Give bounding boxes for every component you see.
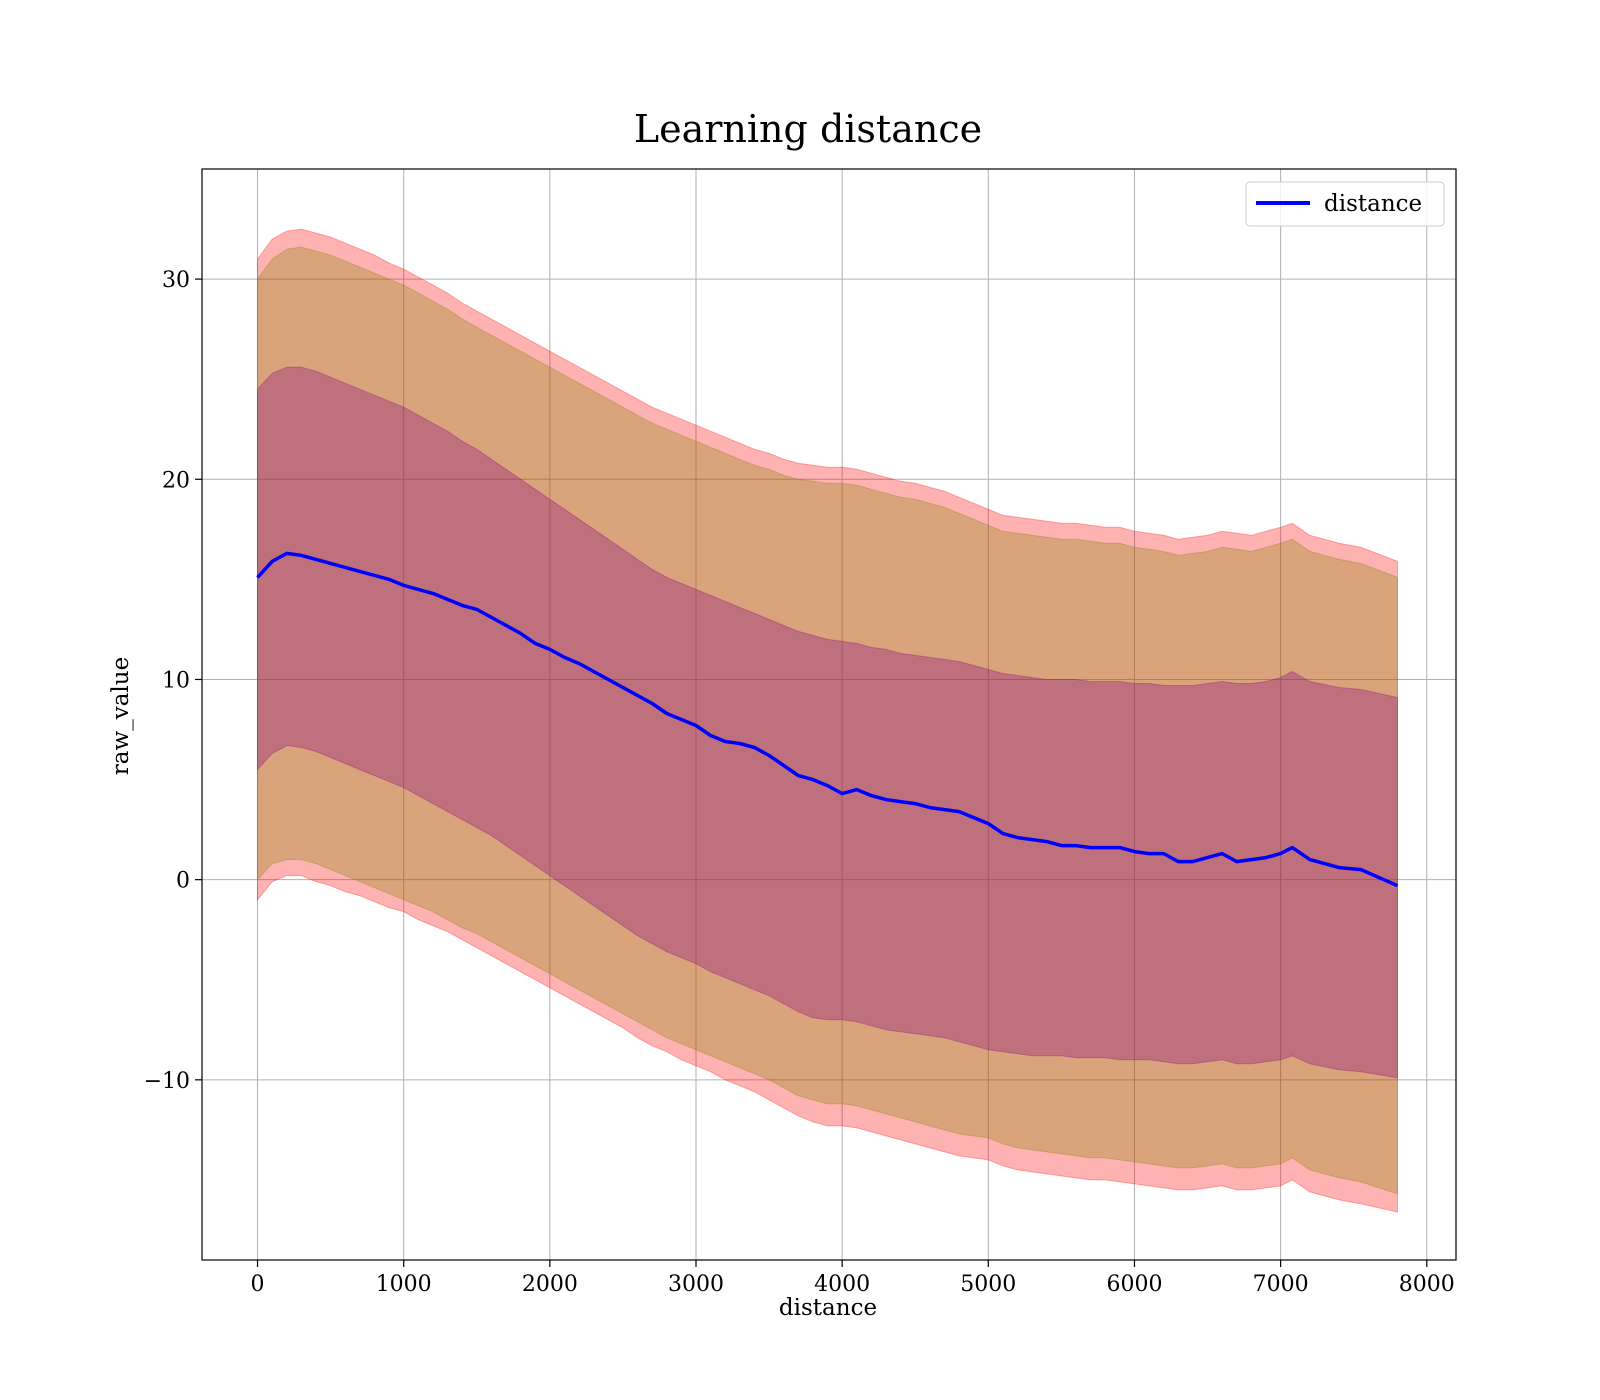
x-tick-label: 1000	[376, 1272, 432, 1297]
y-tick-label: 10	[162, 668, 190, 693]
x-tick-label: 2000	[522, 1272, 578, 1297]
x-tick-label: 0	[251, 1272, 265, 1297]
plot-area: 0 1000 2000 3000 4000 5000 6000 7000 8000 −10 0 10 2…	[144, 168, 1457, 1297]
legend: distance	[1245, 181, 1445, 227]
plot-frame	[201, 168, 1457, 1261]
x-tick-label: 6000	[1106, 1272, 1162, 1297]
y-tick-label: 20	[162, 468, 190, 493]
y-axis-label: raw_value	[108, 657, 134, 775]
confidence-band-1	[257, 228, 1398, 1213]
x-tick-label: 7000	[1253, 1272, 1309, 1297]
grid-lines	[202, 169, 1456, 1260]
legend-label: distance	[1324, 191, 1422, 217]
x-tick-label: 3000	[668, 1272, 724, 1297]
x-tick-label: 8000	[1399, 1272, 1455, 1297]
x-axis-label: distance	[779, 1295, 877, 1321]
y-tick-label: −10	[144, 1069, 190, 1094]
y-tick-label: 0	[176, 869, 190, 894]
legend-frame	[1245, 181, 1445, 227]
confidence-band-2	[257, 246, 1398, 1195]
x-tick-label: 4000	[814, 1272, 870, 1297]
x-tick-label: 5000	[960, 1272, 1016, 1297]
chart-title: Learning distance	[634, 107, 982, 151]
series-line-distance	[256, 551, 1399, 888]
confidence-band-3	[257, 366, 1398, 1079]
y-tick-label: 30	[162, 268, 190, 293]
